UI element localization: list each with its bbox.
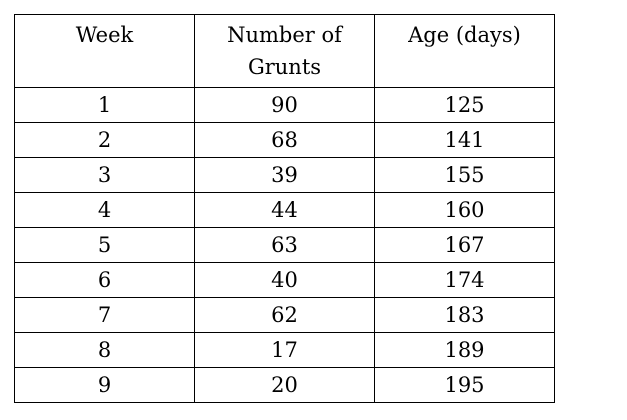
table-body: 1 90 125 2 68 141 3 39 155 4 44 160 5 63… xyxy=(14,87,555,403)
cell-age: 183 xyxy=(374,297,555,333)
header-row: Week Number of Grunts Age (days) xyxy=(14,14,555,88)
table-row: 1 90 125 xyxy=(14,87,555,123)
cell-week: 3 xyxy=(14,157,195,193)
header-grunts-line-2: Grunts xyxy=(247,55,322,79)
table-row: 6 40 174 xyxy=(14,262,555,298)
cell-week: 2 xyxy=(14,122,195,158)
header-grunts-line-1: Number of xyxy=(227,23,342,47)
table-row: 9 20 195 xyxy=(14,367,555,403)
cell-age: 189 xyxy=(374,332,555,368)
cell-grunts: 40 xyxy=(194,262,375,298)
table-row: 2 68 141 xyxy=(14,122,555,158)
table-row: 4 44 160 xyxy=(14,192,555,228)
header-number-of-grunts: Number of Grunts xyxy=(194,14,375,88)
cell-week: 1 xyxy=(14,87,195,123)
cell-grunts: 90 xyxy=(194,87,375,123)
cell-age: 155 xyxy=(374,157,555,193)
cell-grunts: 39 xyxy=(194,157,375,193)
table-row: 3 39 155 xyxy=(14,157,555,193)
cell-grunts: 20 xyxy=(194,367,375,403)
cell-week: 9 xyxy=(14,367,195,403)
cell-week: 6 xyxy=(14,262,195,298)
header-age-label: Age (days) xyxy=(408,23,521,47)
cell-age: 125 xyxy=(374,87,555,123)
header-week-label: Week xyxy=(75,23,134,47)
cell-grunts: 17 xyxy=(194,332,375,368)
header-age-days: Age (days) xyxy=(374,14,555,88)
table-row: 5 63 167 xyxy=(14,227,555,263)
table-row: 8 17 189 xyxy=(14,332,555,368)
cell-grunts: 68 xyxy=(194,122,375,158)
cell-age: 167 xyxy=(374,227,555,263)
cell-grunts: 44 xyxy=(194,192,375,228)
table-header: Week Number of Grunts Age (days) xyxy=(14,14,555,88)
cell-grunts: 63 xyxy=(194,227,375,263)
data-table: Week Number of Grunts Age (days) 1 90 12… xyxy=(14,14,555,403)
cell-age: 141 xyxy=(374,122,555,158)
cell-week: 4 xyxy=(14,192,195,228)
table-row: 7 62 183 xyxy=(14,297,555,333)
cell-week: 7 xyxy=(14,297,195,333)
cell-age: 195 xyxy=(374,367,555,403)
cell-age: 160 xyxy=(374,192,555,228)
cell-week: 8 xyxy=(14,332,195,368)
cell-age: 174 xyxy=(374,262,555,298)
cell-week: 5 xyxy=(14,227,195,263)
header-week: Week xyxy=(14,14,195,88)
cell-grunts: 62 xyxy=(194,297,375,333)
